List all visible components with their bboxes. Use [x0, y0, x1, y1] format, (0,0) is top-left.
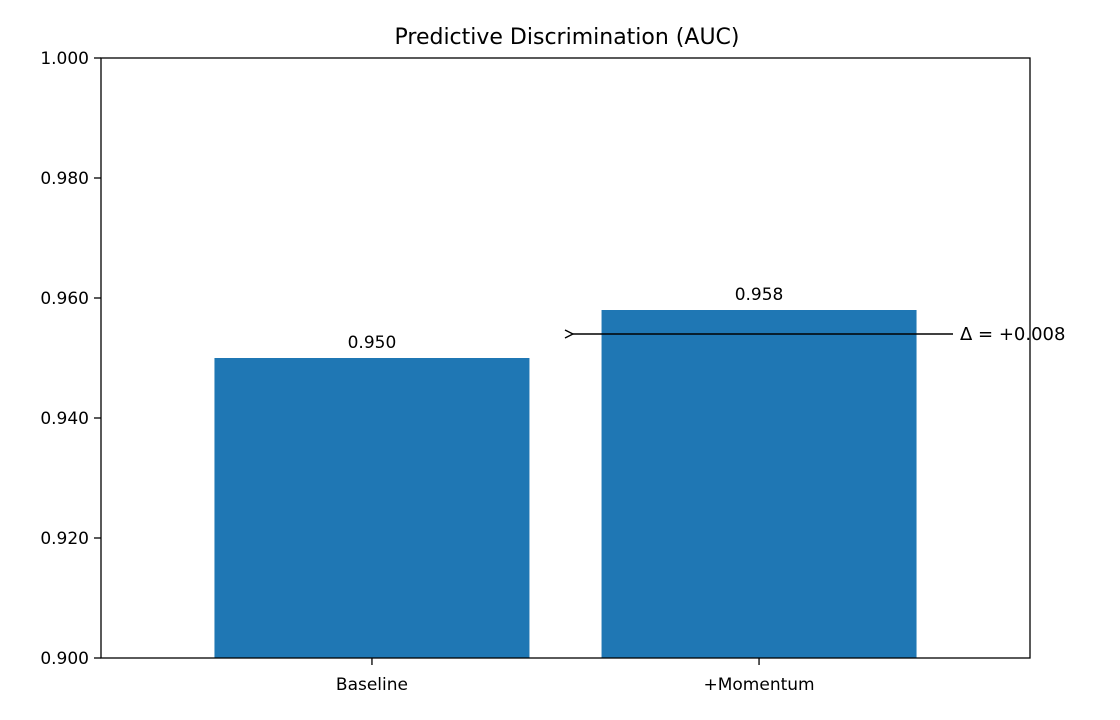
y-tick-label-3: 0.960: [40, 289, 89, 309]
bar-momentum: [601, 310, 917, 658]
x-tick-label-momentum: +Momentum: [703, 675, 814, 695]
x-tick-label-baseline: Baseline: [336, 675, 408, 695]
chart-title: Predictive Discrimination (AUC): [395, 25, 740, 50]
data-labels-group: 0.950 0.958: [348, 285, 784, 353]
y-tick-label-1: 0.920: [40, 529, 89, 549]
value-label-momentum: 0.958: [735, 285, 784, 305]
delta-annotation: Δ = +0.008: [960, 324, 1065, 345]
bar-baseline: [214, 358, 530, 658]
x-axis: Baseline +Momentum: [336, 658, 815, 695]
y-axis: 0.900 0.920 0.940 0.960 0.980 1.000: [40, 49, 101, 669]
y-tick-label-0: 0.900: [40, 649, 89, 669]
y-tick-label-5: 1.000: [40, 49, 89, 69]
y-tick-label-2: 0.940: [40, 409, 89, 429]
value-label-baseline: 0.950: [348, 333, 397, 353]
plot-frame: [100, 57, 1031, 659]
bars-group: [214, 310, 917, 658]
y-tick-label-4: 0.980: [40, 169, 89, 189]
